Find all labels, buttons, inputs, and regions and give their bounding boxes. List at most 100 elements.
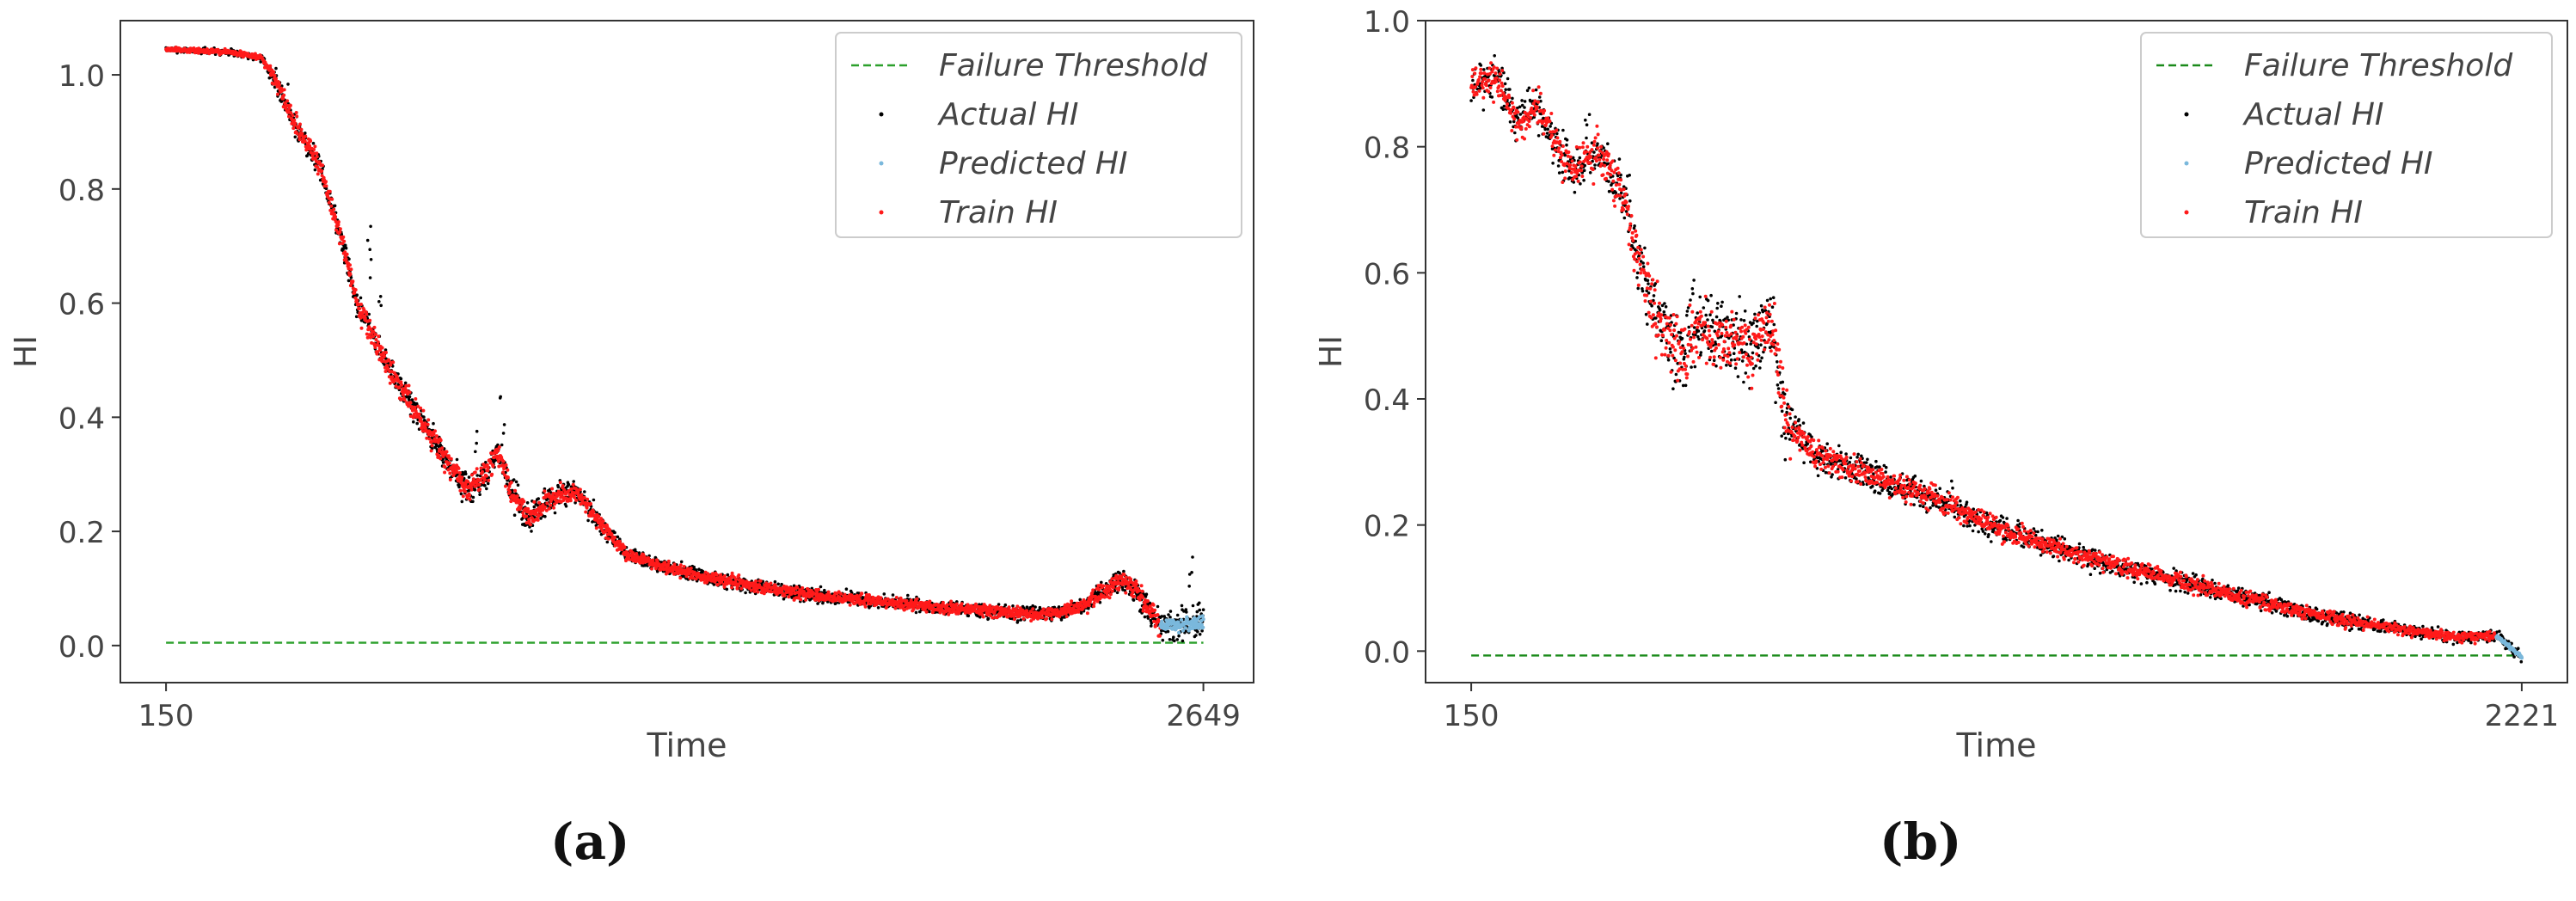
actual-hi-point (1132, 598, 1136, 602)
train-hi-point (428, 430, 432, 434)
actual-hi-point (594, 524, 598, 528)
train-hi-point (601, 519, 605, 524)
train-hi-point (457, 466, 461, 470)
train-hi-point (666, 562, 671, 567)
actual-hi-point (1122, 569, 1125, 573)
train-hi-point (606, 536, 610, 541)
actual-hi-point (378, 295, 383, 298)
actual-hi-point (1196, 630, 1199, 634)
train-hi-point (448, 471, 452, 475)
actual-hi-point (1198, 633, 1202, 636)
train-hi-point (344, 257, 348, 261)
train-hi-point (328, 189, 332, 193)
train-hi-point (1139, 584, 1144, 588)
train-hi-point (478, 487, 482, 492)
train-hi-point (594, 526, 598, 530)
train-hi-point (1141, 596, 1145, 599)
train-hi-point (1124, 575, 1128, 579)
train-hi-point (497, 445, 501, 449)
actual-hi-point (583, 490, 586, 493)
train-hi-point (613, 536, 616, 540)
train-hi-point (1134, 579, 1138, 583)
train-hi-point (338, 227, 342, 231)
train-hi-point (558, 481, 562, 485)
actual-hi-point (1016, 619, 1020, 622)
train-hi-point (372, 325, 377, 329)
train-hi-point (460, 475, 464, 480)
train-hi-point (486, 469, 490, 473)
actual-hi-point (539, 517, 543, 520)
train-hi-point (1145, 599, 1150, 603)
train-hi-point (1070, 599, 1074, 604)
actual-hi-point (553, 511, 557, 515)
actual-hi-point (966, 614, 971, 618)
actual-hi-point (679, 560, 684, 564)
actual-hi-point (324, 187, 328, 190)
train-hi-point (578, 487, 582, 492)
train-hi-point (576, 490, 580, 494)
train-hi-point (585, 506, 589, 510)
actual-hi-point (408, 395, 412, 399)
train-hi-point (1101, 584, 1106, 588)
train-hi-point (515, 494, 519, 499)
actual-hi-point (518, 510, 521, 514)
train-hi-point (426, 422, 430, 426)
actual-hi-point (383, 348, 388, 352)
train-hi-point (349, 267, 353, 272)
train-hi-point (839, 591, 843, 596)
actual-hi-point (532, 505, 537, 509)
actual-hi-point (286, 83, 290, 86)
train-hi-point (504, 463, 508, 467)
actual-hi-point (1168, 610, 1173, 613)
train-hi-point (383, 354, 387, 359)
train-hi-point (537, 500, 542, 505)
train-hi-point (789, 591, 794, 596)
train-hi-point (1049, 614, 1053, 618)
train-hi-point (487, 478, 491, 482)
actual-hi-point (412, 420, 415, 424)
train-hi-point (292, 118, 297, 122)
train-hi-point (316, 172, 320, 176)
train-hi-point (400, 383, 404, 387)
train-hi-point (547, 506, 551, 511)
actual-hi-point (616, 535, 620, 539)
actual-hi-point (536, 504, 539, 507)
train-hi-point (365, 335, 370, 340)
actual-hi-point (643, 563, 647, 567)
train-hi-point (348, 272, 353, 276)
actual-hi-point (467, 475, 471, 479)
train-hi-point (421, 408, 426, 413)
train-hi-point (1031, 607, 1035, 611)
actual-hi-point (524, 524, 527, 527)
train-hi-point (359, 303, 363, 306)
train-hi-point (1014, 607, 1018, 611)
train-hi-point (571, 482, 575, 487)
actual-hi-point (1172, 635, 1175, 639)
actual-hi-point (483, 484, 487, 487)
actual-hi-point (726, 573, 730, 577)
train-hi-point (329, 204, 334, 208)
train-hi-point (623, 545, 627, 549)
train-hi-point (295, 114, 299, 119)
train-hi-point (376, 340, 380, 344)
train-hi-point (391, 360, 396, 365)
train-hi-point (458, 488, 463, 493)
train-hi-point (309, 139, 313, 143)
y-tick-label: 0.2 (58, 516, 105, 550)
train-hi-point (848, 603, 852, 607)
actual-hi-point (592, 498, 596, 502)
train-hi-point (312, 148, 316, 151)
train-hi-point (560, 493, 564, 496)
train-hi-point (282, 93, 286, 97)
train-hi-point (440, 446, 445, 450)
train-hi-point (445, 450, 449, 454)
actual-hi-point (712, 583, 716, 586)
train-hi-point (754, 579, 758, 583)
train-hi-point (320, 169, 324, 173)
train-hi-point (529, 523, 532, 527)
plot-frame (120, 20, 1254, 683)
train-hi-point (954, 602, 959, 606)
actual-hi-point (471, 495, 475, 500)
actual-hi-point (567, 482, 571, 487)
train-hi-point (1156, 613, 1160, 617)
